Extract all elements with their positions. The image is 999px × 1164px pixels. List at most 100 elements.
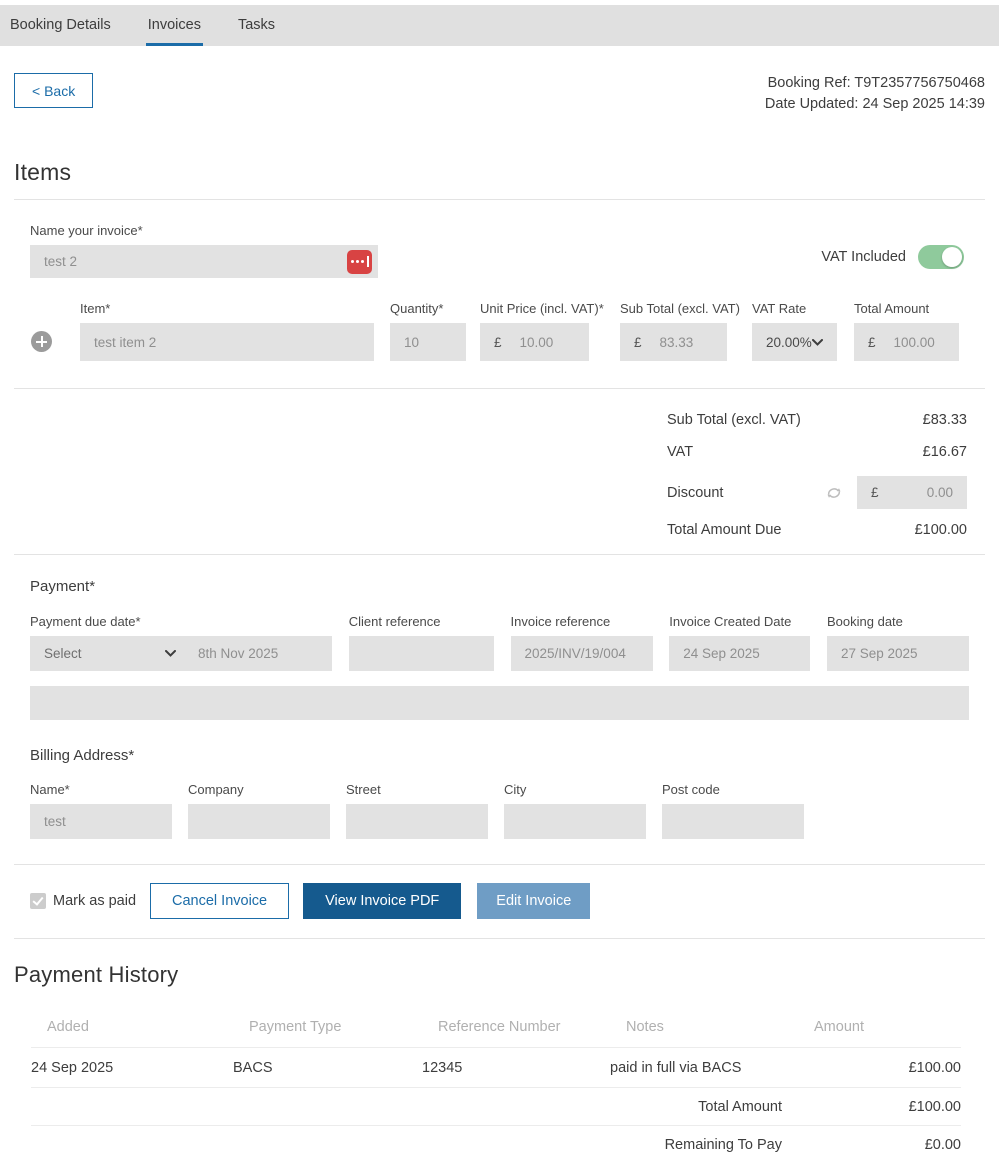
password-manager-icon[interactable] (347, 249, 372, 274)
edit-invoice-button[interactable]: Edit Invoice (477, 883, 591, 919)
col-added: Added (47, 1018, 89, 1035)
tab-bar: Booking Details Invoices Tasks (0, 5, 999, 46)
billing-address-title: Billing Address* (30, 747, 135, 764)
billing-company-label: Company (188, 782, 244, 797)
unit-price-input[interactable]: £ 10.00 (480, 323, 589, 361)
total-amount-field-group: Total Amount £ 100.00 (854, 301, 959, 361)
invoice-created-date-group: Invoice Created Date 24 Sep 2025 (669, 614, 811, 671)
payment-history-header: Added Payment Type Reference Number Note… (31, 1006, 961, 1048)
total-amount-value: 100.00 (893, 334, 935, 350)
discount-input[interactable]: £ 0.00 (857, 476, 967, 509)
client-reference-input[interactable] (348, 636, 494, 671)
billing-company-input[interactable] (188, 804, 330, 839)
date-updated: Date Updated: 24 Sep 2025 14:39 (764, 96, 985, 112)
item-input[interactable]: test item 2 (80, 323, 374, 361)
vat-rate-value: 20.00% (766, 334, 812, 350)
totals-subtotal-label: Sub Total (excl. VAT) (667, 412, 801, 428)
subtotal-value: 83.33 (659, 334, 694, 350)
back-button[interactable]: < Back (14, 73, 94, 108)
booking-date-input[interactable]: 27 Sep 2025 (827, 636, 969, 671)
ph-remaining-label: Remaining To Pay (664, 1137, 782, 1153)
col-amount: Amount (814, 1018, 864, 1035)
invoice-created-date-value: 24 Sep 2025 (683, 646, 760, 661)
quantity-label: Quantity* (390, 301, 444, 316)
total-due-label: Total Amount Due (667, 522, 782, 538)
subtotal-label: Sub Total (excl. VAT) (620, 301, 740, 316)
payment-due-date-group: Payment due date* Select 8th Nov 2025 (30, 614, 332, 671)
col-notes: Notes (626, 1018, 664, 1035)
vat-rate-field-group: VAT Rate 20.00% (752, 301, 837, 361)
currency-symbol: £ (634, 334, 642, 350)
divider (14, 554, 985, 555)
payment-due-date-select[interactable]: Select 8th Nov 2025 (30, 636, 332, 671)
payment-history-title: Payment History (14, 962, 179, 987)
invoice-name-field-group: Name your invoice* test 2 (30, 223, 378, 278)
cell-payment-type: BACS (233, 1059, 273, 1076)
vat-included-toggle[interactable] (918, 245, 964, 269)
invoice-name-value: test 2 (44, 254, 78, 269)
invoice-reference-value: 2025/INV/19/004 (524, 646, 626, 661)
cancel-invoice-button[interactable]: Cancel Invoice (150, 883, 290, 919)
quantity-field-group: Quantity* 10 (390, 301, 466, 361)
cell-reference-number: 12345 (422, 1059, 463, 1076)
invoice-reference-label: Invoice reference (510, 614, 611, 629)
mark-as-paid-checkbox[interactable] (30, 893, 46, 909)
quantity-input[interactable]: 10 (390, 323, 466, 361)
discount-label: Discount (667, 484, 724, 501)
booking-date-group: Booking date 27 Sep 2025 (827, 614, 969, 671)
billing-name-input[interactable]: test (30, 804, 172, 839)
booking-date-value: 27 Sep 2025 (841, 646, 918, 661)
item-label: Item* (80, 301, 111, 316)
page-header: < Back Booking Ref: T9T2357756750468 Dat… (14, 73, 985, 115)
booking-date-label: Booking date (827, 614, 903, 629)
unit-price-field-group: Unit Price (incl. VAT)* £ 10.00 (480, 301, 604, 361)
tab-tasks[interactable]: Tasks (237, 17, 276, 33)
invoice-created-date-input[interactable]: 24 Sep 2025 (669, 636, 811, 671)
invoice-created-date-label: Invoice Created Date (669, 614, 792, 629)
subtotal-field-group: Sub Total (excl. VAT) £ 83.33 (620, 301, 740, 361)
billing-postcode-label: Post code (662, 782, 720, 797)
billing-postcode-input[interactable] (662, 804, 804, 839)
payment-history-table: Added Payment Type Reference Number Note… (31, 1006, 961, 1164)
total-amount-input[interactable]: £ 100.00 (854, 323, 959, 361)
total-due-value: £100.00 (914, 522, 967, 538)
billing-city-label: City (504, 782, 527, 797)
tab-booking-details[interactable]: Booking Details (10, 17, 111, 33)
billing-company-group: Company (188, 782, 330, 839)
col-payment-type: Payment Type (249, 1018, 342, 1035)
billing-name-group: Name* test (30, 782, 172, 839)
tab-invoices[interactable]: Invoices (145, 5, 203, 46)
unit-price-label: Unit Price (incl. VAT)* (480, 301, 604, 316)
client-reference-label: Client reference (348, 614, 441, 629)
payment-title: Payment* (30, 578, 96, 595)
billing-street-input[interactable] (346, 804, 488, 839)
vat-rate-select[interactable]: 20.00% (752, 323, 837, 361)
add-item-icon[interactable] (31, 331, 52, 352)
currency-symbol: £ (868, 334, 876, 350)
billing-street-label: Street (346, 782, 381, 797)
invoice-reference-input[interactable]: 2025/INV/19/004 (510, 636, 653, 671)
table-row: 24 Sep 2025 BACS 12345 paid in full via … (31, 1048, 961, 1088)
billing-postcode-group: Post code (662, 782, 804, 839)
booking-ref: Booking Ref: T9T2357756750468 (767, 75, 985, 91)
mark-as-paid-label: Mark as paid (53, 893, 137, 909)
unit-price-value: 10.00 (519, 334, 554, 350)
cell-added: 24 Sep 2025 (31, 1059, 114, 1076)
discount-value: 0.00 (926, 485, 953, 500)
due-date-value: 8th Nov 2025 (198, 646, 279, 661)
invoice-name-input[interactable]: test 2 (30, 245, 378, 278)
booking-meta: Booking Ref: T9T2357756750468 Date Updat… (765, 73, 985, 115)
refresh-discount-icon[interactable] (824, 483, 844, 503)
currency-symbol: £ (494, 334, 502, 350)
cell-notes: paid in full via BACS (610, 1059, 742, 1076)
billing-city-group: City (504, 782, 646, 839)
divider (14, 938, 985, 939)
chevron-down-icon (812, 338, 823, 346)
invoice-name-label: Name your invoice* (30, 223, 143, 238)
billing-street-group: Street (346, 782, 488, 839)
client-reference-group: Client reference (348, 614, 494, 671)
view-invoice-pdf-button[interactable]: View Invoice PDF (303, 883, 462, 919)
subtotal-input[interactable]: £ 83.33 (620, 323, 727, 361)
notes-bar[interactable] (30, 686, 969, 720)
billing-city-input[interactable] (504, 804, 646, 839)
